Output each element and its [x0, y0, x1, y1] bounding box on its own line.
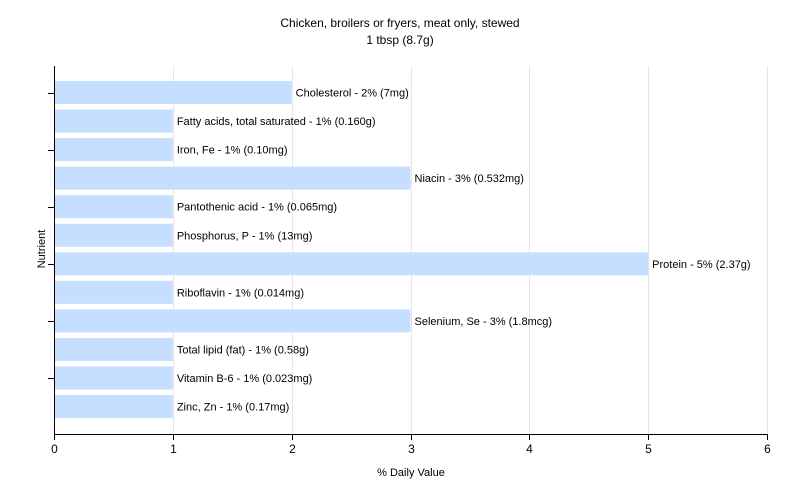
- bar-label: Protein - 5% (2.37g): [652, 259, 750, 271]
- bar-label: Riboflavin - 1% (0.014mg): [177, 287, 304, 299]
- x-tick-label: 6: [764, 442, 771, 456]
- x-tick-label: 4: [526, 442, 533, 456]
- bar: [55, 81, 292, 104]
- gridlines: [173, 66, 768, 434]
- chart-title: Chicken, broilers or fryers, meat only, …: [280, 16, 519, 30]
- x-axis-title: % Daily Value: [377, 467, 445, 479]
- bar: [55, 337, 173, 361]
- bar-label: Selenium, Se - 3% (1.8mcg): [415, 316, 553, 328]
- bar-label: Phosphorus, P - 1% (13mg): [177, 230, 313, 242]
- bar: [55, 109, 173, 133]
- axes: 0 1 2 3 4 5 6: [48, 66, 771, 456]
- bar-label: Zinc, Zn - 1% (0.17mg): [177, 402, 289, 414]
- bar-label: Niacin - 3% (0.532mg): [415, 173, 524, 185]
- bar-label: Pantothenic acid - 1% (0.065mg): [177, 202, 337, 214]
- bar: [55, 309, 411, 333]
- bar-label: Total lipid (fat) - 1% (0.58g): [177, 344, 309, 356]
- bar: [55, 366, 173, 390]
- bars: Cholesterol - 2% (7mg) Fatty acids, total…: [55, 81, 751, 419]
- bar: [55, 138, 173, 162]
- bar-label: Cholesterol - 2% (7mg): [296, 88, 409, 100]
- x-tick-label: 1: [170, 442, 177, 456]
- x-tick-label: 3: [408, 442, 415, 456]
- bar-label: Vitamin B-6 - 1% (0.023mg): [177, 373, 313, 385]
- chart-subtitle: 1 tbsp (8.7g): [366, 33, 433, 47]
- bar: [55, 395, 173, 419]
- bar: [55, 195, 173, 219]
- bar: [55, 252, 649, 276]
- bar-label: Iron, Fe - 1% (0.10mg): [177, 145, 288, 157]
- bar: [55, 166, 411, 190]
- bar: [55, 223, 173, 247]
- x-tick-label: 5: [645, 442, 652, 456]
- x-tick-label: 2: [289, 442, 296, 456]
- bar-label: Fatty acids, total saturated - 1% (0.160…: [177, 116, 376, 128]
- x-tick-label: 0: [51, 442, 58, 456]
- y-axis-title: Nutrient: [36, 230, 48, 269]
- bar: [55, 280, 173, 304]
